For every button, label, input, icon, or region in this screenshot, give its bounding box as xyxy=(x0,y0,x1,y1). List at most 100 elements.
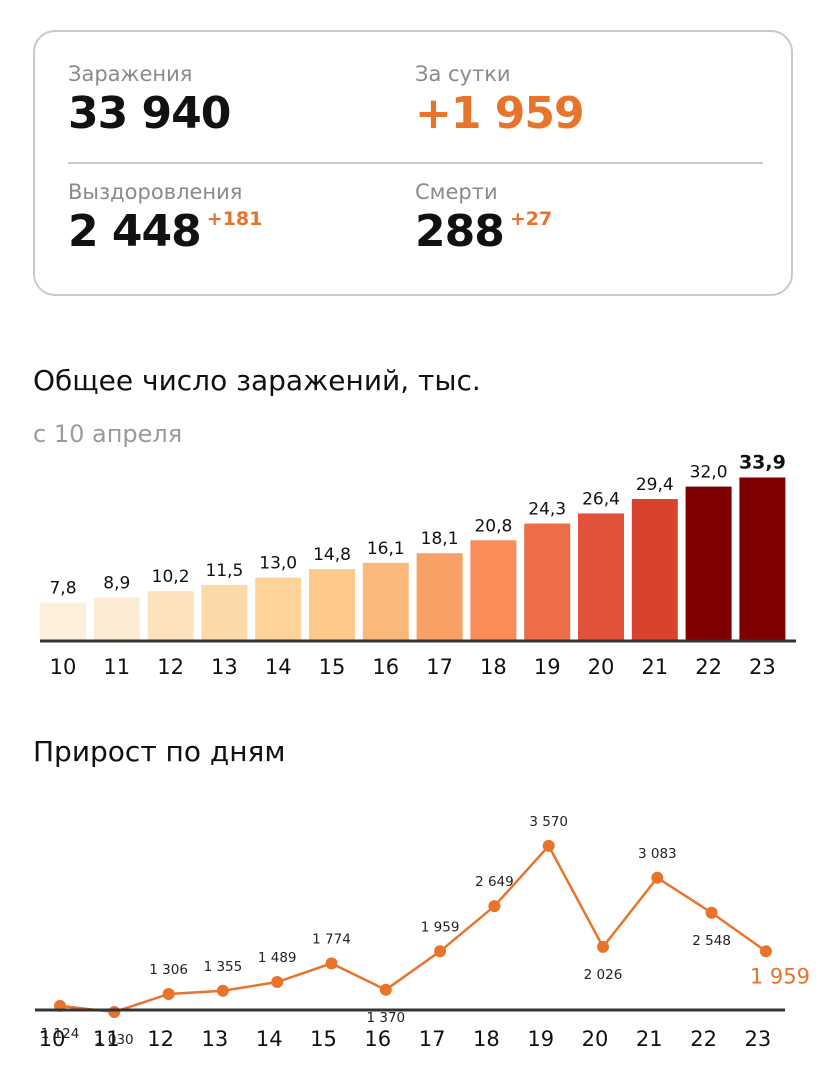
line-chart-title: Прирост по дням xyxy=(33,735,286,768)
line-value-label: 1 774 xyxy=(312,931,351,947)
bar-chart-title: Общее число заражений, тыс. xyxy=(33,364,481,397)
line-value-label: 1 959 xyxy=(421,919,460,935)
bar-x-tick-label: 13 xyxy=(211,655,238,679)
recoveries-label: Выздоровления xyxy=(68,180,243,204)
deaths-label: Смерти xyxy=(415,180,498,204)
infections-stat: Заражения 33 940 xyxy=(68,62,231,139)
line-x-tick-label: 15 xyxy=(310,1027,337,1051)
daily-value: +1 959 xyxy=(415,88,585,139)
bar-value-label: 16,1 xyxy=(367,539,405,559)
line-value-label: 1 306 xyxy=(149,962,188,978)
bar-value-label: 20,8 xyxy=(474,516,512,536)
bar-value-label: 33,9 xyxy=(739,451,786,473)
line-point-14 xyxy=(271,976,284,989)
bar-17 xyxy=(416,553,463,640)
bar-x-tick-label: 23 xyxy=(749,655,776,679)
deaths-delta: +27 xyxy=(509,208,553,230)
bar-value-label: 14,8 xyxy=(313,545,351,565)
recoveries-stat: Выздоровления 2 448 +181 xyxy=(68,180,262,257)
line-value-label: 2 548 xyxy=(692,933,731,949)
bar-20 xyxy=(578,513,624,640)
stats-divider xyxy=(68,162,763,164)
line-x-tick-label: 22 xyxy=(690,1027,717,1051)
bar-16 xyxy=(362,562,409,640)
line-value-label: 2 649 xyxy=(475,874,514,890)
line-point-20 xyxy=(597,940,609,953)
bar-10 xyxy=(40,602,86,640)
bar-x-tick-label: 18 xyxy=(480,655,507,679)
bar-13 xyxy=(201,584,248,640)
line-point-18 xyxy=(488,900,501,913)
bar-x-tick-label: 20 xyxy=(588,655,615,679)
bar-x-tick-label: 21 xyxy=(641,655,668,679)
line-x-tick-label: 23 xyxy=(745,1027,772,1051)
line-point-13 xyxy=(216,984,229,997)
daily-stat: За сутки +1 959 xyxy=(415,62,585,139)
deaths-value: 288 xyxy=(415,206,505,257)
bar-value-label: 11,5 xyxy=(205,561,243,581)
bar-x-tick-label: 14 xyxy=(265,655,292,679)
line-value-label: 3 570 xyxy=(529,814,568,830)
line-x-tick-label: 11 xyxy=(93,1027,120,1051)
line-value-label: 1 489 xyxy=(258,950,297,966)
line-value-label: 1 030 xyxy=(95,1032,134,1048)
bar-x-tick-label: 17 xyxy=(426,655,453,679)
line-x-tick-label: 13 xyxy=(202,1027,229,1051)
line-point-15 xyxy=(325,957,338,970)
line-point-17 xyxy=(434,945,447,958)
bar-x-tick-label: 11 xyxy=(103,655,130,679)
line-point-21 xyxy=(651,871,664,884)
line-x-tick-label: 18 xyxy=(473,1027,500,1051)
line-point-12 xyxy=(162,987,175,1000)
bar-x-tick-label: 16 xyxy=(372,655,399,679)
line-x-tick-label: 12 xyxy=(147,1027,174,1051)
line-point-16 xyxy=(379,983,392,996)
recoveries-delta: +181 xyxy=(206,208,263,230)
bar-19 xyxy=(524,523,571,640)
bar-value-label: 32,0 xyxy=(690,463,728,483)
daily-label: За сутки xyxy=(415,62,511,86)
stats-card: Заражения 33 940 За сутки +1 959 Выздоро… xyxy=(33,30,793,296)
bar-12 xyxy=(147,591,194,640)
bar-11 xyxy=(93,597,140,640)
bar-18 xyxy=(470,540,517,640)
bar-value-label: 7,8 xyxy=(49,579,76,599)
bar-value-label: 10,2 xyxy=(152,567,190,587)
bar-x-tick-label: 19 xyxy=(534,655,561,679)
recoveries-value: 2 448 xyxy=(68,206,202,257)
line-point-19 xyxy=(542,839,555,852)
bar-21 xyxy=(631,499,678,640)
bar-value-label: 26,4 xyxy=(582,489,620,509)
bar-22 xyxy=(685,486,732,640)
line-x-tick-label: 19 xyxy=(527,1027,554,1051)
bar-value-label: 8,9 xyxy=(103,573,130,593)
bar-x-tick-label: 12 xyxy=(157,655,184,679)
line-value-label: 1 124 xyxy=(41,1026,80,1042)
daily-growth-line xyxy=(59,843,767,1014)
line-value-label: 1 959 xyxy=(750,964,810,988)
bar-23 xyxy=(739,477,786,640)
infections-value: 33 940 xyxy=(68,88,231,139)
bar-15 xyxy=(309,569,355,640)
line-x-tick-label: 17 xyxy=(419,1027,446,1051)
line-value-label: 3 083 xyxy=(638,846,677,862)
line-value-label: 1 355 xyxy=(204,959,243,975)
bar-value-label: 24,3 xyxy=(528,500,566,520)
infections-label: Заражения xyxy=(68,62,193,86)
bar-14 xyxy=(255,577,302,640)
line-value-label: 2 026 xyxy=(584,967,623,983)
bar-x-tick-label: 15 xyxy=(319,655,346,679)
line-value-label: 1 370 xyxy=(366,1010,405,1026)
bar-value-label: 29,4 xyxy=(636,475,674,495)
deaths-stat: Смерти 288 +27 xyxy=(415,180,552,257)
line-x-tick-label: 10 xyxy=(39,1027,66,1051)
line-x-tick-label: 14 xyxy=(256,1027,283,1051)
bar-value-label: 18,1 xyxy=(421,529,459,549)
bar-chart: 7,8 10 8,9 11 10,2 12 11,5 13 13,0 14 14,8 15 16,1 16… xyxy=(40,451,796,679)
line-x-tick-label: 20 xyxy=(582,1027,609,1051)
bar-x-tick-label: 22 xyxy=(695,655,722,679)
bar-chart-subtitle: с 10 апреля xyxy=(33,420,183,448)
bar-x-tick-label: 10 xyxy=(50,655,77,679)
line-x-tick-label: 16 xyxy=(364,1027,391,1051)
